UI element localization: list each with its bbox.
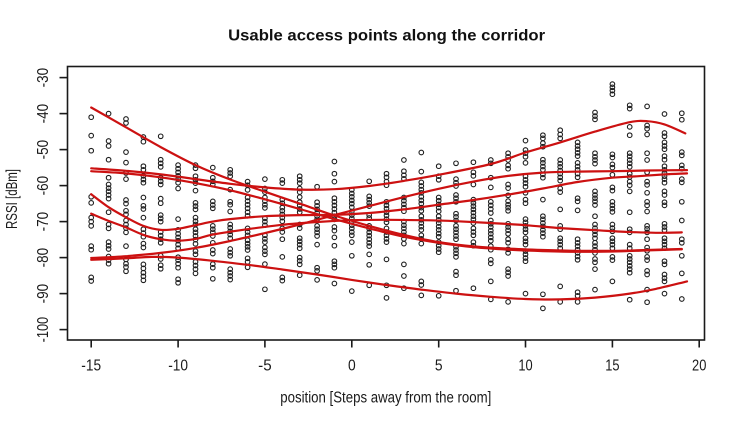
svg-text:-70: -70 (35, 212, 52, 232)
svg-text:10: 10 (518, 358, 533, 375)
svg-text:20: 20 (692, 358, 707, 375)
svg-text:-90: -90 (35, 284, 52, 304)
svg-text:-10: -10 (168, 358, 188, 375)
svg-text:Usable access points along the: Usable access points along the corridor (228, 27, 545, 44)
svg-text:RSSI [dBm]: RSSI [dBm] (4, 169, 21, 229)
svg-text:0: 0 (348, 358, 356, 375)
svg-text:-5: -5 (258, 358, 272, 375)
svg-text:-60: -60 (35, 176, 52, 196)
svg-text:5: 5 (435, 358, 443, 375)
svg-text:-100: -100 (35, 317, 52, 343)
svg-text:15: 15 (605, 358, 619, 375)
svg-text:-50: -50 (35, 140, 52, 160)
svg-text:-30: -30 (35, 68, 52, 88)
svg-text:-15: -15 (81, 358, 101, 375)
svg-text:-40: -40 (35, 104, 52, 124)
svg-text:-80: -80 (35, 248, 52, 268)
svg-text:position [Steps away from the: position [Steps away from the room] (280, 390, 491, 407)
